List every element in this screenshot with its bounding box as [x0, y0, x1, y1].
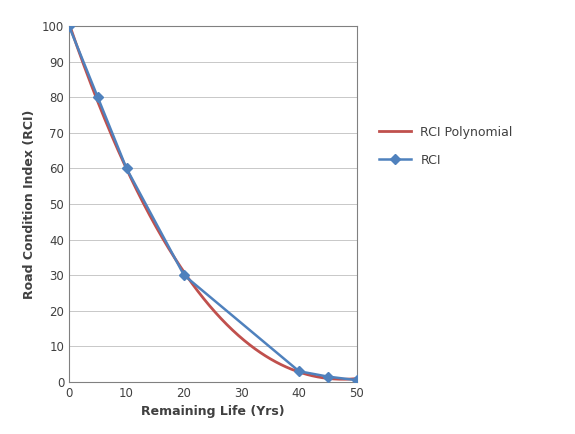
Y-axis label: Road Condition Index (RCI): Road Condition Index (RCI): [24, 109, 36, 299]
X-axis label: Remaining Life (Yrs): Remaining Life (Yrs): [141, 405, 285, 418]
Legend: RCI Polynomial, RCI: RCI Polynomial, RCI: [374, 121, 518, 172]
